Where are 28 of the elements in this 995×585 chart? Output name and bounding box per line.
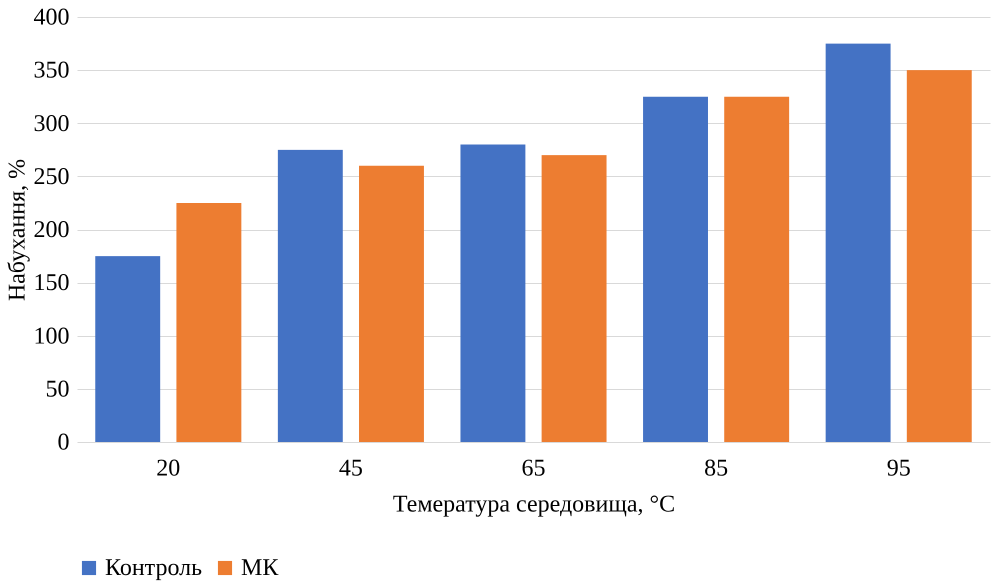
x-axis-title: Темература середовища, °С bbox=[392, 492, 676, 518]
bar bbox=[643, 96, 708, 442]
bar bbox=[359, 166, 424, 442]
y-tick-label: 400 bbox=[34, 4, 70, 30]
y-tick-label: 50 bbox=[46, 376, 70, 402]
x-tick-label: 20 bbox=[156, 456, 180, 482]
y-tick-label: 250 bbox=[34, 164, 70, 190]
bar bbox=[724, 96, 790, 442]
x-tick-label: 45 bbox=[338, 456, 363, 482]
bar bbox=[826, 44, 891, 442]
y-tick-label: 200 bbox=[34, 217, 70, 243]
x-tick-label: 85 bbox=[704, 456, 728, 482]
y-tick-label: 300 bbox=[34, 110, 70, 137]
legend-label: Контроль bbox=[105, 555, 202, 581]
y-tick-label: 350 bbox=[34, 58, 70, 84]
bar bbox=[460, 144, 526, 442]
y-tick-label: 100 bbox=[34, 323, 70, 350]
y-axis-title: Набухання, % bbox=[4, 158, 30, 302]
legend-label: МК bbox=[241, 555, 280, 581]
x-tick-label: 65 bbox=[522, 456, 546, 482]
bar bbox=[176, 202, 242, 442]
bar bbox=[542, 155, 607, 442]
y-tick-label: 0 bbox=[58, 430, 70, 456]
x-tick-label: 95 bbox=[886, 456, 911, 482]
bar bbox=[95, 256, 160, 442]
bar bbox=[906, 70, 972, 442]
y-tick-label: 150 bbox=[34, 270, 70, 296]
bar bbox=[278, 150, 343, 442]
